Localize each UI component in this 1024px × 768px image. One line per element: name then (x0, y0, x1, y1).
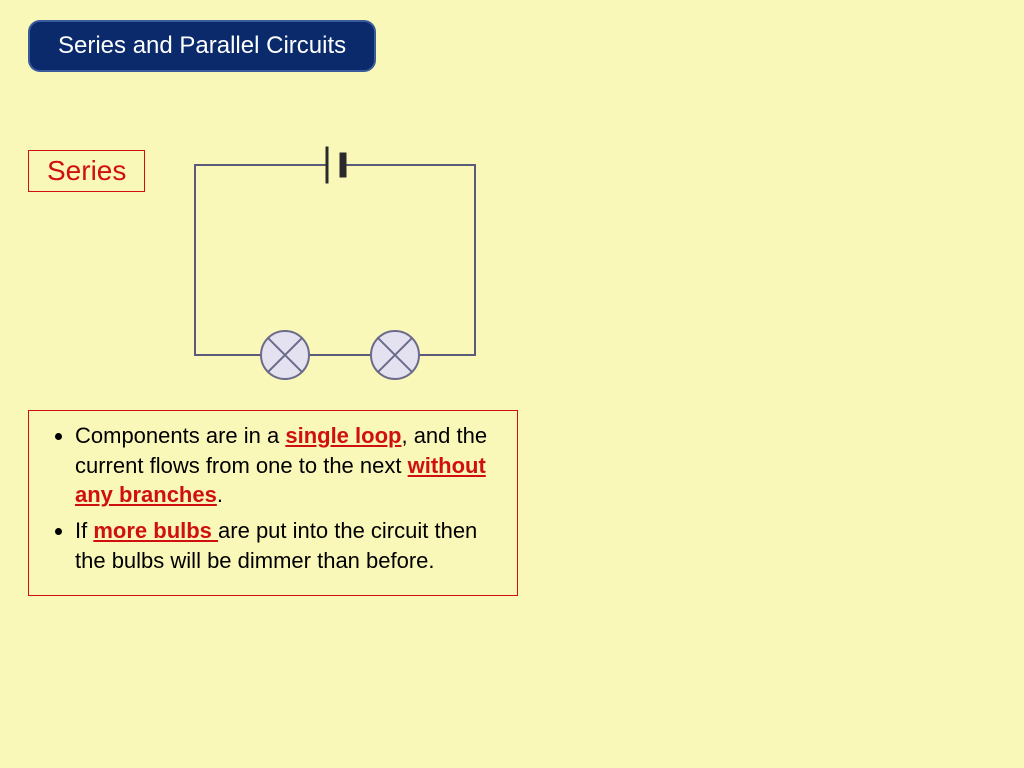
bullet-item-2: If more bulbs are put into the circuit t… (75, 516, 503, 575)
series-description-box: Components are in a single loop, and the… (28, 410, 518, 596)
bullet-item-1: Components are in a single loop, and the… (75, 421, 503, 510)
section-subtitle-box: Series (28, 150, 145, 192)
series-circuit-diagram (175, 135, 495, 400)
section-subtitle-text: Series (47, 155, 126, 186)
page-title-text: Series and Parallel Circuits (58, 32, 346, 59)
page-title-banner: Series and Parallel Circuits (28, 20, 376, 72)
